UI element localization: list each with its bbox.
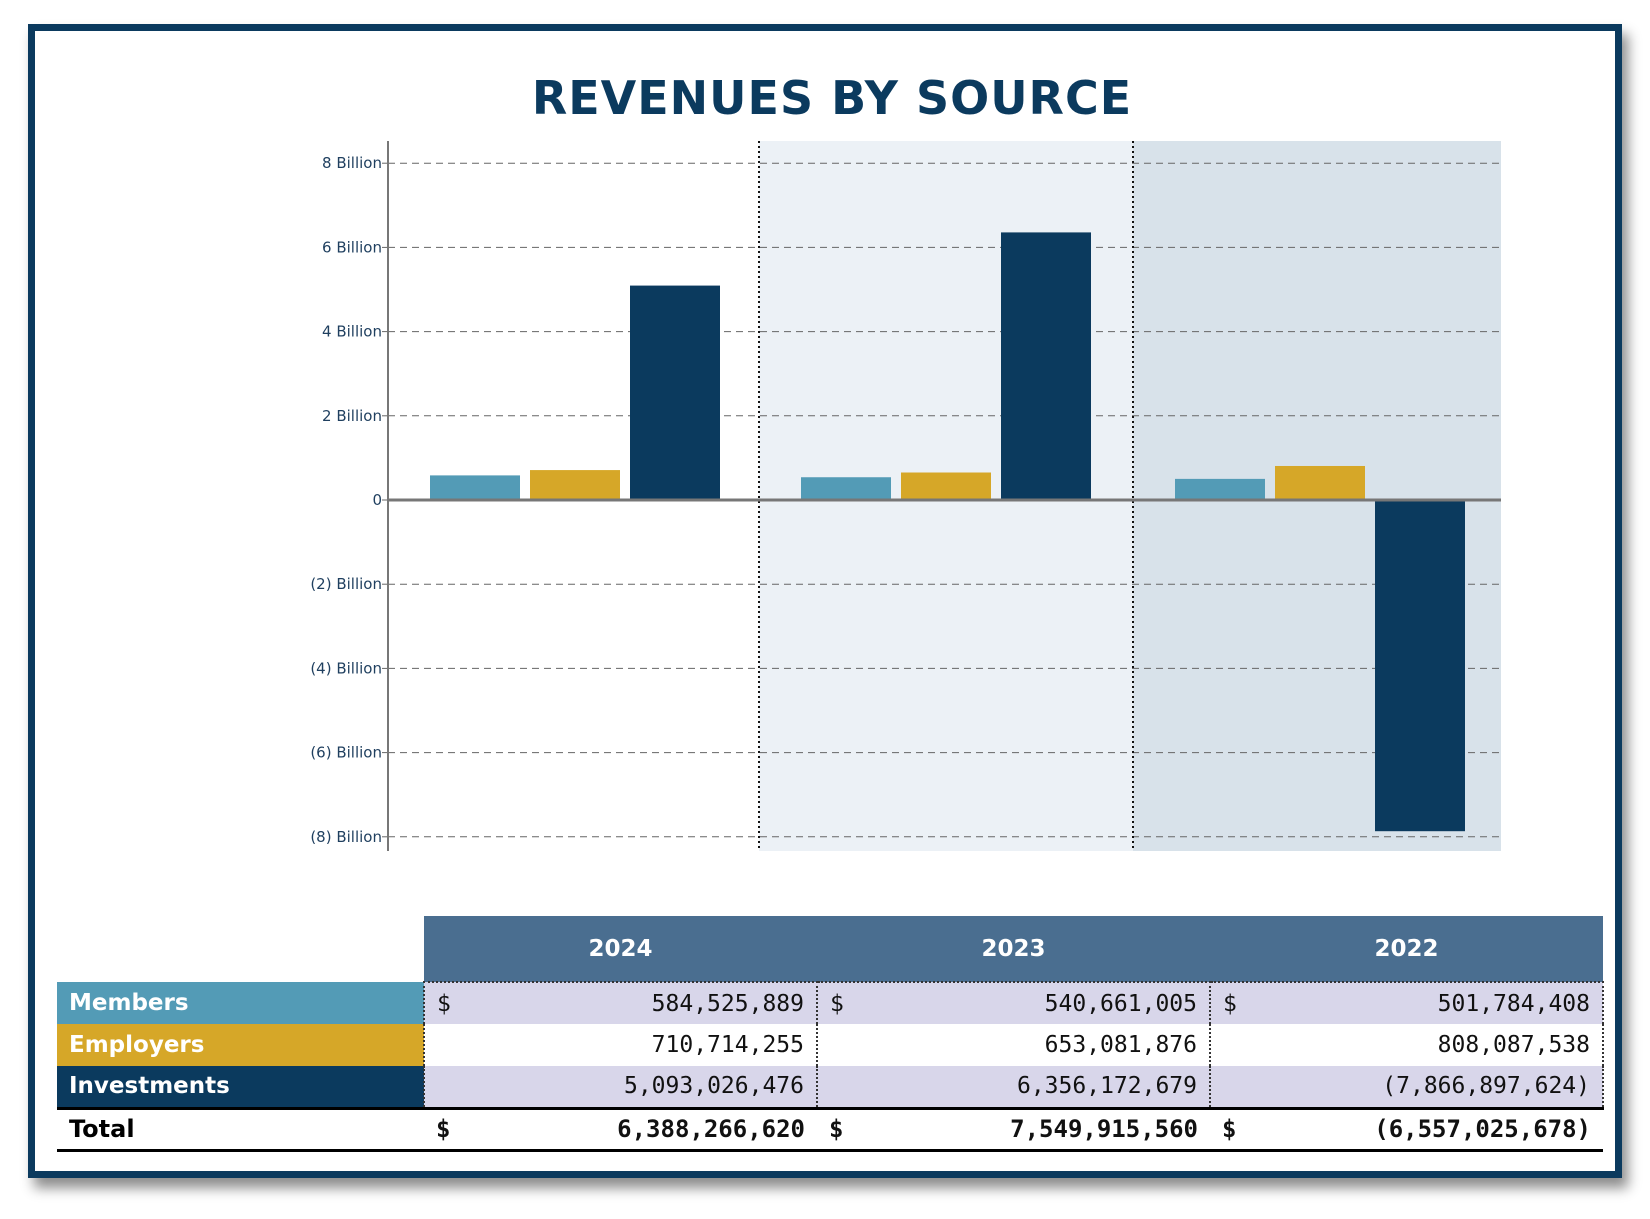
table-cell: $ (6,557,025,678) <box>1210 1108 1603 1152</box>
table-cell: 808,087,538 <box>1210 1024 1604 1066</box>
currency-sign: $ <box>1222 1115 1237 1143</box>
row-label-employers: Employers <box>57 1024 424 1066</box>
currency-sign: $ <box>829 1115 844 1143</box>
y-tick-label: 6 Billion <box>322 238 382 256</box>
cell-value: (7,866,897,624) <box>1382 1073 1590 1100</box>
table-cell: 653,081,876 <box>817 1024 1211 1066</box>
table-header-row: 2024 2023 2022 <box>57 916 1603 982</box>
table-cell: $584,525,889 <box>423 981 818 1024</box>
currency-sign: $ <box>1223 990 1237 1017</box>
currency-sign: $ <box>437 990 451 1017</box>
table-cell: (7,866,897,624) <box>1210 1066 1604 1110</box>
cell-value: 808,087,538 <box>1437 1032 1590 1058</box>
bar-members-2022 <box>1175 478 1265 500</box>
table-row-employers: Employers 710,714,255 653,081,876 808,08… <box>57 1024 1604 1066</box>
bar-members-2024 <box>430 475 520 500</box>
bar-members-2023 <box>801 477 891 500</box>
bar-investments-2023 <box>1001 232 1091 500</box>
bar-investments-2022 <box>1375 500 1465 832</box>
y-tick-label: 2 Billion <box>322 407 382 425</box>
cell-value: 501,784,408 <box>1437 990 1590 1017</box>
bar-employers-2022 <box>1275 465 1365 500</box>
y-tick-label: (4) Billion <box>310 659 382 677</box>
revenue-bar-chart: 8 Billion 6 Billion 4 Billion 2 Billion 0 (2)… <box>310 141 1501 851</box>
table-cell: $540,661,005 <box>817 981 1211 1024</box>
year-header-2023: 2023 <box>817 916 1210 982</box>
revenue-table: 2024 2023 2022 Members $584,525,889 $540… <box>57 916 1604 1152</box>
bar-employers-2023 <box>901 472 991 500</box>
table-row-investments: Investments 5,093,026,476 6,356,172,679 … <box>57 1066 1604 1110</box>
y-tick-label: (2) Billion <box>310 575 382 593</box>
table-cell: 710,714,255 <box>423 1024 818 1066</box>
cell-value: (6,557,025,678) <box>1374 1115 1591 1143</box>
cell-value: 7,549,915,560 <box>1010 1115 1198 1143</box>
table-cell: $6,388,266,620 <box>424 1108 817 1152</box>
currency-sign: $ <box>830 990 844 1017</box>
y-tick-label: 0 <box>372 491 382 509</box>
table-cell: 5,093,026,476 <box>423 1066 818 1110</box>
year-header-2022: 2022 <box>1210 916 1603 982</box>
cell-value: 5,093,026,476 <box>623 1073 804 1100</box>
table-cell: 6,356,172,679 <box>817 1066 1211 1110</box>
chart-title: REVENUES BY SOURCE <box>531 71 1133 125</box>
y-tick-label: 4 Billion <box>322 323 382 341</box>
y-tick-label: 8 Billion <box>322 154 382 172</box>
report-frame: REVENUES BY SOURCE 8 Billion 6 Billion 4 B… <box>28 24 1622 1178</box>
cell-value: 710,714,255 <box>651 1032 804 1058</box>
row-label-total: Total <box>57 1108 424 1152</box>
cell-value: 584,525,889 <box>651 990 804 1017</box>
cell-value: 6,388,266,620 <box>617 1115 805 1143</box>
cell-value: 653,081,876 <box>1044 1032 1197 1058</box>
cell-value: 540,661,005 <box>1044 990 1197 1017</box>
year-header-2024: 2024 <box>424 916 817 982</box>
currency-sign: $ <box>436 1115 451 1143</box>
table-row-total: Total $6,388,266,620 $7,549,915,560 $ (6,… <box>57 1108 1603 1152</box>
row-label-members: Members <box>57 982 424 1024</box>
bar-employers-2024 <box>530 470 620 500</box>
row-label-investments: Investments <box>57 1066 424 1110</box>
y-tick-label: (8) Billion <box>310 828 382 846</box>
table-cell: $501,784,408 <box>1210 981 1604 1024</box>
y-tick-label: (6) Billion <box>310 744 382 762</box>
cell-value: 6,356,172,679 <box>1016 1073 1197 1100</box>
header-blank <box>57 916 424 982</box>
table-row-members: Members $584,525,889 $540,661,005 $501,7… <box>57 981 1604 1024</box>
bar-investments-2024 <box>630 285 720 500</box>
table-cell: $7,549,915,560 <box>817 1108 1210 1152</box>
